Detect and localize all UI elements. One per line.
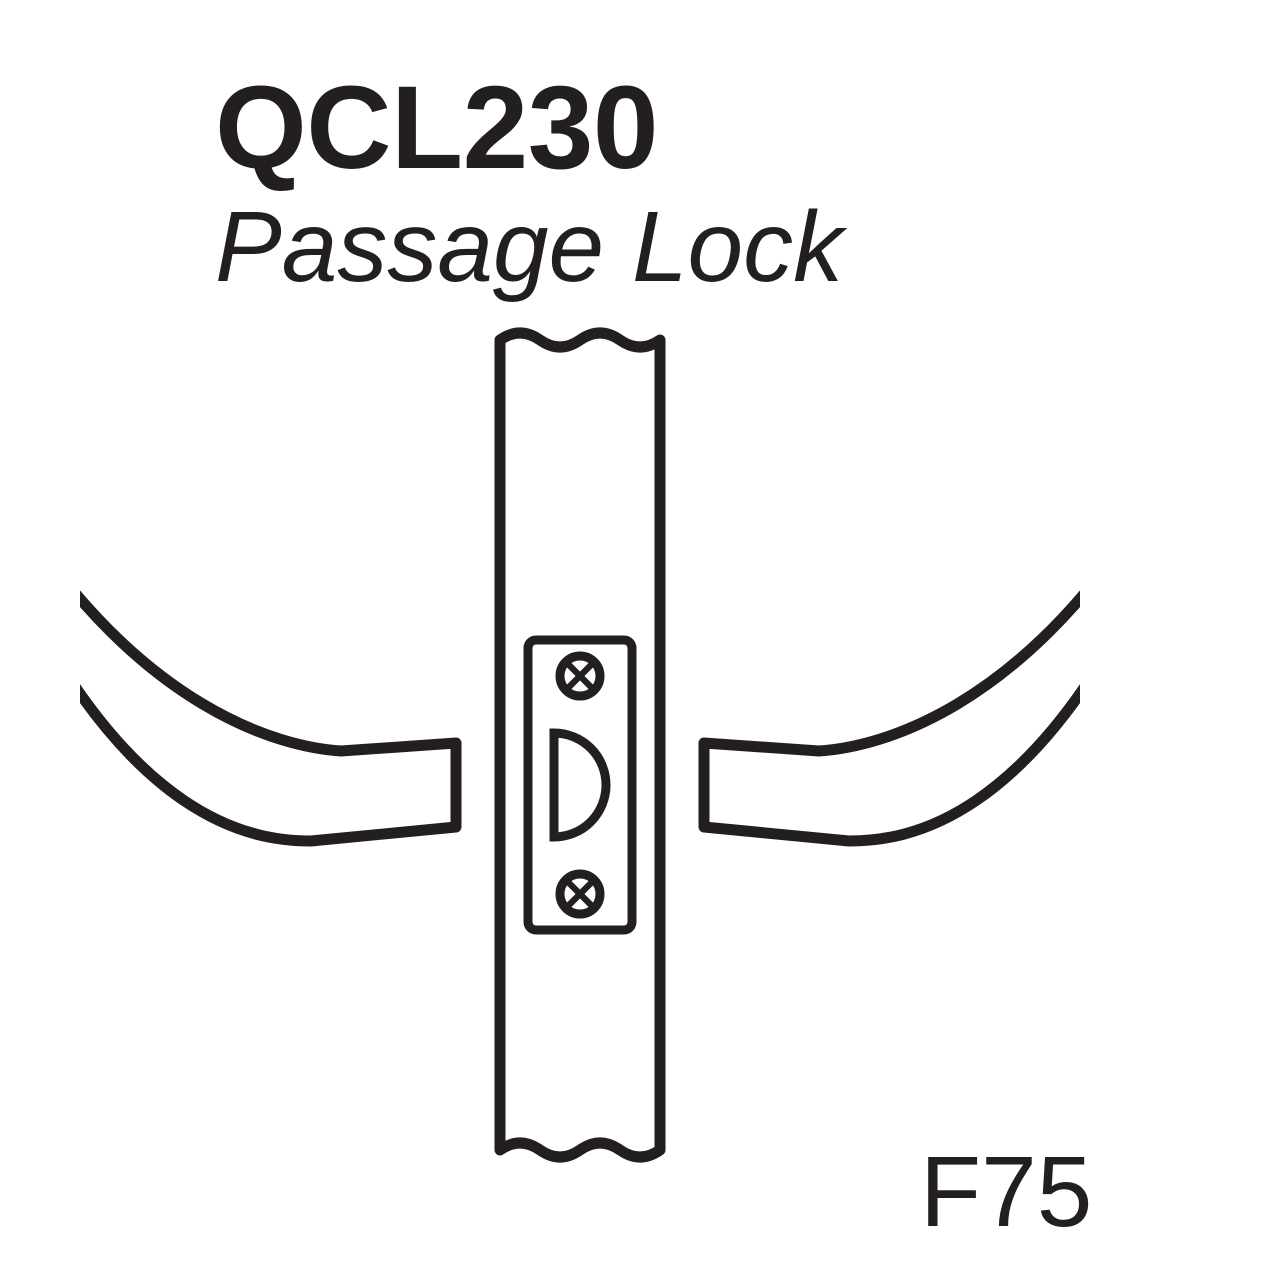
figure-canvas: QCL230 Passage Lock F75 [0,0,1280,1280]
latch-faceplate [528,640,632,930]
model-number: QCL230 [215,60,658,196]
product-name: Passage Lock [215,190,843,305]
right-lever [704,505,1080,841]
left-lever [80,505,456,841]
lock-diagram [80,320,1080,1190]
